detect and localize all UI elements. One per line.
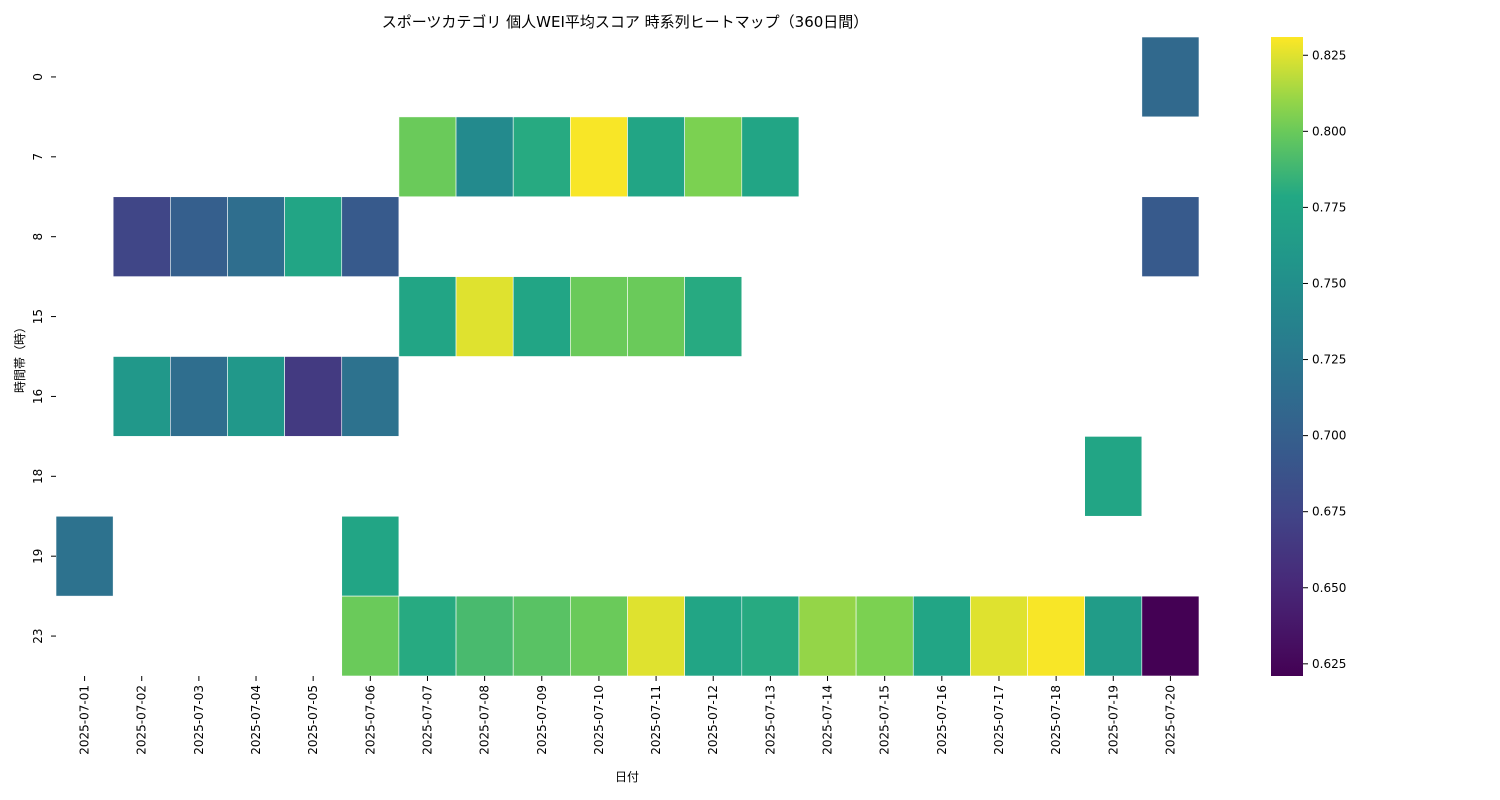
y-tick-label: 15 [31, 309, 45, 324]
x-axis: 2025-07-01 2025-07-02 2025-07-03 2025-07-04… [78, 676, 1177, 755]
y-tick-label: 23 [31, 628, 45, 643]
heatmap-cell-18-2025-07-19 [1084, 436, 1143, 517]
colorbar-tick-label: 0.800 [1312, 124, 1346, 138]
heatmap-cell-7-2025-07-10 [570, 116, 628, 198]
heatmap-cell-23-2025-07-07 [398, 595, 457, 677]
heatmap-cell-23-2025-07-19 [1084, 595, 1143, 677]
heatmap-cell-7-2025-07-09 [512, 116, 571, 198]
heatmap-cell-23-2025-07-06 [341, 595, 400, 677]
x-tick-label: 2025-07-01 [78, 685, 92, 755]
x-tick-label: 2025-07-16 [935, 685, 949, 755]
x-tick-label: 2025-07-09 [535, 685, 549, 755]
heatmap-cell-7-2025-07-12 [684, 116, 743, 198]
heatmap-cell-16-2025-07-03 [170, 356, 228, 437]
colorbar-tick-label: 0.675 [1312, 505, 1346, 519]
x-tick-label: 2025-07-06 [363, 685, 377, 755]
x-tick-label: 2025-07-20 [1163, 685, 1177, 755]
heatmap-cell-15-2025-07-09 [512, 276, 571, 357]
x-axis-label: 日付 [615, 770, 639, 784]
heatmap-cell-8-2025-07-20 [1141, 196, 1200, 277]
x-tick-label: 2025-07-17 [992, 685, 1006, 755]
chart-title: スポーツカテゴリ 個人WEI平均スコア 時系列ヒートマップ（360日間） [382, 13, 869, 31]
y-axis: 0 7 8 15 16 18 19 23 [31, 73, 56, 644]
heatmap-cell-23-2025-07-14 [798, 595, 857, 677]
colorbar: 0.625 0.650 0.675 0.700 0.725 0.750 0.775 0.800… [1271, 37, 1346, 676]
colorbar-tick-label: 0.775 [1312, 200, 1346, 214]
x-tick-label: 2025-07-15 [878, 685, 892, 755]
x-tick-label: 2025-07-14 [821, 685, 835, 755]
heatmap-cell-23-2025-07-16 [912, 595, 971, 677]
heatmap-cell-8-2025-07-04 [227, 196, 285, 277]
y-tick-label: 19 [31, 549, 45, 564]
x-tick-label: 2025-07-07 [420, 685, 434, 755]
heatmap-cell-23-2025-07-13 [741, 595, 800, 677]
y-axis-label: 時間帯（時） [13, 321, 27, 393]
heatmap-cell-19-2025-07-01 [55, 515, 114, 597]
x-tick-label: 2025-07-05 [306, 685, 320, 755]
heatmap-cell-15-2025-07-07 [398, 276, 457, 357]
colorbar-tick-label: 0.725 [1312, 353, 1346, 367]
heatmap-cell-8-2025-07-05 [284, 196, 343, 277]
y-tick-label: 8 [31, 233, 45, 241]
heatmap-cells [55, 36, 1200, 677]
colorbar-tick-label: 0.650 [1312, 581, 1346, 595]
heatmap-cell-15-2025-07-10 [570, 276, 628, 357]
heatmap-cell-7-2025-07-11 [627, 116, 685, 198]
heatmap-cell-7-2025-07-07 [398, 116, 457, 198]
heatmap-cell-23-2025-07-20 [1141, 595, 1200, 677]
colorbar-tick-label: 0.700 [1312, 429, 1346, 443]
heatmap-cell-7-2025-07-08 [455, 116, 514, 198]
y-tick-label: 16 [31, 389, 45, 404]
heatmap-cell-23-2025-07-18 [1027, 595, 1086, 677]
heatmap-cell-15-2025-07-12 [684, 276, 743, 357]
y-tick-label: 0 [31, 73, 45, 81]
heatmap-cell-23-2025-07-09 [512, 595, 571, 677]
heatmap-cell-16-2025-07-06 [341, 356, 400, 437]
heatmap-cell-23-2025-07-12 [684, 595, 743, 677]
heatmap-cell-23-2025-07-08 [455, 595, 514, 677]
heatmap-cell-23-2025-07-10 [570, 595, 628, 677]
heatmap-cell-16-2025-07-05 [284, 356, 343, 437]
colorbar-tick-label: 0.625 [1312, 657, 1346, 671]
heatmap-cell-15-2025-07-08 [455, 276, 514, 357]
x-tick-label: 2025-07-19 [1106, 685, 1120, 755]
heatmap-cell-8-2025-07-03 [170, 196, 228, 277]
colorbar-gradient [1271, 37, 1303, 676]
x-tick-label: 2025-07-04 [249, 685, 263, 755]
colorbar-tick-label: 0.825 [1312, 48, 1346, 62]
heatmap-cell-19-2025-07-06 [341, 515, 400, 597]
heatmap-cell-8-2025-07-02 [112, 196, 171, 277]
heatmap-cell-0-2025-07-20 [1141, 36, 1200, 118]
heatmap-cell-23-2025-07-17 [970, 595, 1028, 677]
heatmap-cell-23-2025-07-11 [627, 595, 685, 677]
heatmap-cell-23-2025-07-15 [855, 595, 914, 677]
x-tick-label: 2025-07-10 [592, 685, 606, 755]
x-tick-label: 2025-07-13 [763, 685, 777, 755]
heatmap-cell-16-2025-07-04 [227, 356, 285, 437]
x-tick-label: 2025-07-08 [478, 685, 492, 755]
heatmap-cell-8-2025-07-06 [341, 196, 400, 277]
heatmap-cell-16-2025-07-02 [112, 356, 171, 437]
colorbar-tick-label: 0.750 [1312, 276, 1346, 290]
heatmap-cell-15-2025-07-11 [627, 276, 685, 357]
x-tick-label: 2025-07-12 [706, 685, 720, 755]
x-tick-label: 2025-07-02 [135, 685, 149, 755]
x-tick-label: 2025-07-11 [649, 685, 663, 755]
y-tick-label: 18 [31, 469, 45, 484]
y-tick-label: 7 [31, 153, 45, 161]
x-tick-label: 2025-07-18 [1049, 685, 1063, 755]
heatmap-cell-7-2025-07-13 [741, 116, 800, 198]
x-tick-label: 2025-07-03 [192, 685, 206, 755]
